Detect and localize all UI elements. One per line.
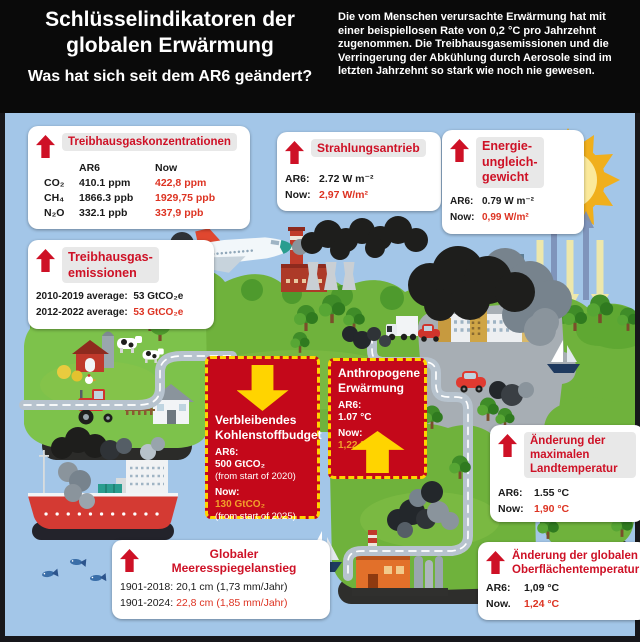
now-value: 422,8 ppm (155, 177, 207, 189)
now-value: 0,99 W/m² (482, 211, 529, 223)
now-value: 130 GtCO₂ (215, 499, 266, 510)
box-title: Strahlungsantrieb (311, 139, 426, 157)
gas-label: CO₂ (44, 177, 65, 189)
box-title-line: Oberflächentemperatur (512, 564, 640, 576)
box-title-line: emissionen (68, 266, 137, 280)
box-title-line: Änderung der globalen (512, 550, 638, 562)
page-title: Schlüsselindikatoren der globalen Erwärm… (8, 7, 332, 86)
factory (352, 530, 448, 596)
header: Schlüsselindikatoren der globalen Erwärm… (0, 0, 640, 113)
now-value: 337,9 ppb (155, 207, 204, 219)
box-max-land-temperature: Änderung der maximalen Landtemperatur AR… (490, 425, 640, 522)
now-label: Now: (498, 503, 524, 515)
ar6-label: AR6: (338, 400, 362, 411)
now-value: 2,97 W/m² (319, 189, 369, 201)
car-city (418, 324, 440, 342)
car-road (456, 371, 486, 393)
intro-text: Die vom Menschen verursachte Erwärmung h… (338, 11, 612, 78)
title-line-2: globalen Erwärmung (66, 34, 274, 57)
ar6-label: AR6: (285, 173, 310, 185)
sailboat-right (547, 340, 580, 373)
up-arrow-icon (36, 135, 55, 158)
ar6-value: 2.72 W m⁻² (319, 173, 374, 185)
box-greenhouse-gas-concentrations: Treibhausgaskonzentrationen AR6 Now CO₂ … (28, 126, 250, 229)
page-subtitle: Was hat sich seit dem AR6 geändert? (27, 68, 313, 85)
up-arrow-icon (498, 434, 517, 457)
ar6-value: 1.07 °C (338, 412, 372, 423)
up-arrow-icon (450, 139, 469, 162)
ar6-value: 1,09 °C (524, 582, 560, 594)
ar6-value: 410.1 ppm (79, 177, 131, 189)
ar6-label: AR6: (450, 195, 474, 207)
period-label: 2012-2022 average: (36, 307, 128, 318)
ar6-value: 1.55 °C (534, 487, 570, 499)
box-title-line: Anthropogene (338, 366, 420, 380)
ar6-value: 500 GtCO₂ (215, 459, 266, 470)
period-value: 53 GtCO₂e (133, 291, 184, 302)
now-note: (from start of 2025) (215, 511, 296, 522)
now-label: Now. (486, 598, 511, 610)
ar6-value: 332.1 ppb (79, 207, 128, 219)
box-remaining-carbon-budget: Verbleibendes Kohlenstoffbudget AR6: 500… (205, 356, 322, 522)
period-label: 1901-2018: (120, 581, 174, 593)
period-label: 1901-2024: (120, 597, 174, 609)
ar6-note: (from start of 2020) (215, 471, 296, 482)
up-arrow-icon (120, 549, 139, 572)
box-global-surface-temperature: Änderung der globalen Oberflächentempera… (478, 542, 640, 620)
gas-label: N₂O (44, 207, 65, 219)
up-arrow-icon (36, 249, 55, 272)
now-label: Now: (450, 211, 475, 223)
now-value: 1,24 °C (524, 598, 560, 610)
now-label: Now: (215, 487, 240, 498)
box-anthropogenic-warming: Anthropogene Erwärmung AR6: 1.07 °C Now:… (328, 358, 427, 479)
period-label: 2010-2019 average: (36, 291, 128, 302)
box-radiative-forcing: Strahlungsantrieb AR6: 2.72 W m⁻² Now: 2,9… (277, 132, 441, 211)
ar6-label: AR6: (486, 582, 511, 594)
now-value: 1,22 °C (338, 440, 372, 451)
box-title-line: Kohlenstoffbudget (215, 427, 322, 442)
farm (24, 308, 208, 460)
box-title-line: Globaler (209, 547, 259, 561)
down-arrow-icon (236, 365, 289, 411)
up-arrow-icon (285, 141, 304, 164)
now-label: Now: (338, 428, 363, 439)
period-value: 22,8 cm (1,85 mm/Jahr) (176, 597, 288, 609)
period-value: 53 GtCO₂e (133, 307, 184, 318)
period-value: 20,1 cm (1,73 mm/Jahr) (176, 581, 288, 593)
concentrations-table: AR6 Now CO₂ 410.1 ppm 422,8 ppm CH₄ 1866… (44, 161, 242, 221)
box-sea-level-rise: Globaler Meeresspiegelanstieg 1901-2018:… (112, 540, 330, 619)
col-header-now: Now (155, 162, 178, 174)
col-header-ar6: AR6 (79, 162, 101, 174)
box-title-line: Erwärmung (338, 380, 405, 395)
ar6-label: AR6: (215, 447, 239, 458)
box-title-line: gewicht (482, 170, 529, 184)
box-title-line: Verbleibendes (215, 413, 297, 427)
box-title-line: Meeresspiegelanstieg (171, 561, 297, 575)
box-title-line: Energie- (482, 139, 533, 153)
now-value: 1,90 °C (534, 503, 570, 515)
ar6-label: AR6: (498, 487, 523, 499)
box-title-line: ungleich- (482, 154, 538, 169)
ar6-value: 0.79 W m⁻² (482, 195, 534, 207)
truck (386, 316, 418, 341)
box-greenhouse-gas-emissions: Treibhausgas- emissionen 2010-2019 avera… (28, 240, 214, 329)
box-title: Änderung der maximalen Landtemperatur (524, 432, 636, 478)
now-value: 1929,75 ppb (155, 192, 216, 204)
box-title: Treibhausgaskonzentrationen (62, 133, 237, 151)
ar6-value: 1866.3 ppb (79, 192, 134, 204)
now-label: Now: (285, 189, 311, 201)
title-line-1: Schlüsselindikatoren der (45, 8, 295, 31)
box-energy-imbalance: Energie- ungleich- gewicht AR6: 0.79 W m⁻… (442, 130, 584, 234)
up-arrow-icon (486, 551, 505, 574)
gas-label: CH₄ (44, 192, 65, 204)
box-title-line: Treibhausgas- (68, 250, 153, 264)
cargo-ship (28, 450, 178, 540)
